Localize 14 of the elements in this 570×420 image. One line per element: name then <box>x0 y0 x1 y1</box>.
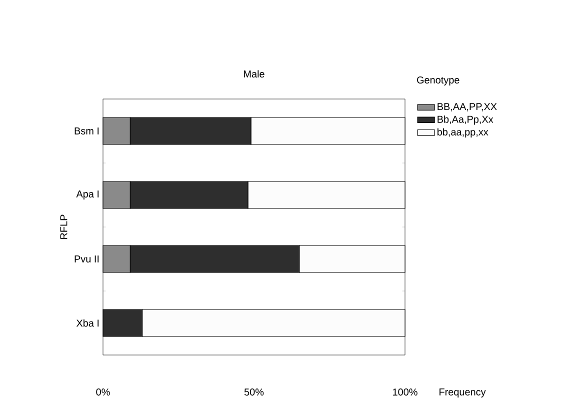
y-axis-title: RFLP <box>60 214 68 239</box>
legend-label: Bb,Aa,Pp,Xx <box>438 116 494 125</box>
legend-label: bb,aa,pp,xx <box>437 128 488 138</box>
y-tick-label: Bsm I <box>74 128 99 134</box>
x-axis-title: Frequency <box>440 388 486 398</box>
y-tick-label: Xba I <box>76 319 99 327</box>
legend-title: Genotype <box>417 76 460 86</box>
x-tick-label: 100% <box>393 388 418 396</box>
x-tick-label: 0% <box>96 388 110 396</box>
x-tick-label: 50% <box>244 388 264 396</box>
legend-label: BB,AA,PP,XX <box>438 103 497 112</box>
y-tick-label: Pvu II <box>74 256 99 262</box>
y-tick-label: Apa I <box>76 190 99 200</box>
chart-title: Male <box>244 70 264 78</box>
